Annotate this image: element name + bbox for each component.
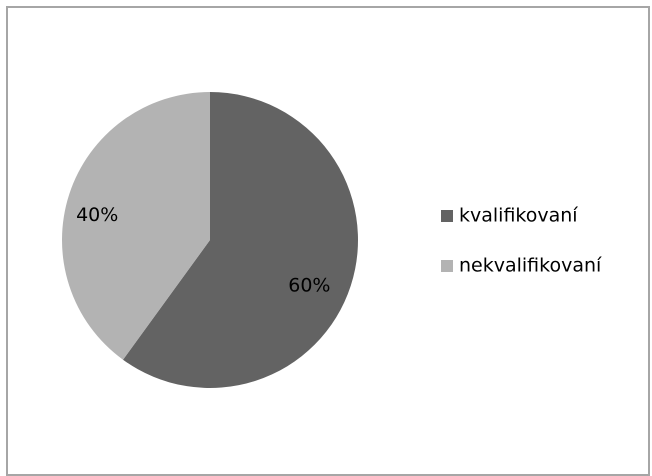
pie-chart: 60% 40% kvalifikovaní nekvalifikovaní (61, 92, 602, 388)
legend-swatch-1 (441, 210, 453, 222)
pie-slice-2 (61, 92, 210, 360)
data-label-1: 60% (288, 275, 330, 297)
legend-swatch-2 (441, 260, 453, 272)
legend-label-1: kvalifikovaní (459, 205, 578, 227)
data-label-2: 40% (76, 204, 118, 226)
pie-slice-1 (123, 92, 358, 388)
legend-label-2: nekvalifikovaní (459, 255, 602, 277)
